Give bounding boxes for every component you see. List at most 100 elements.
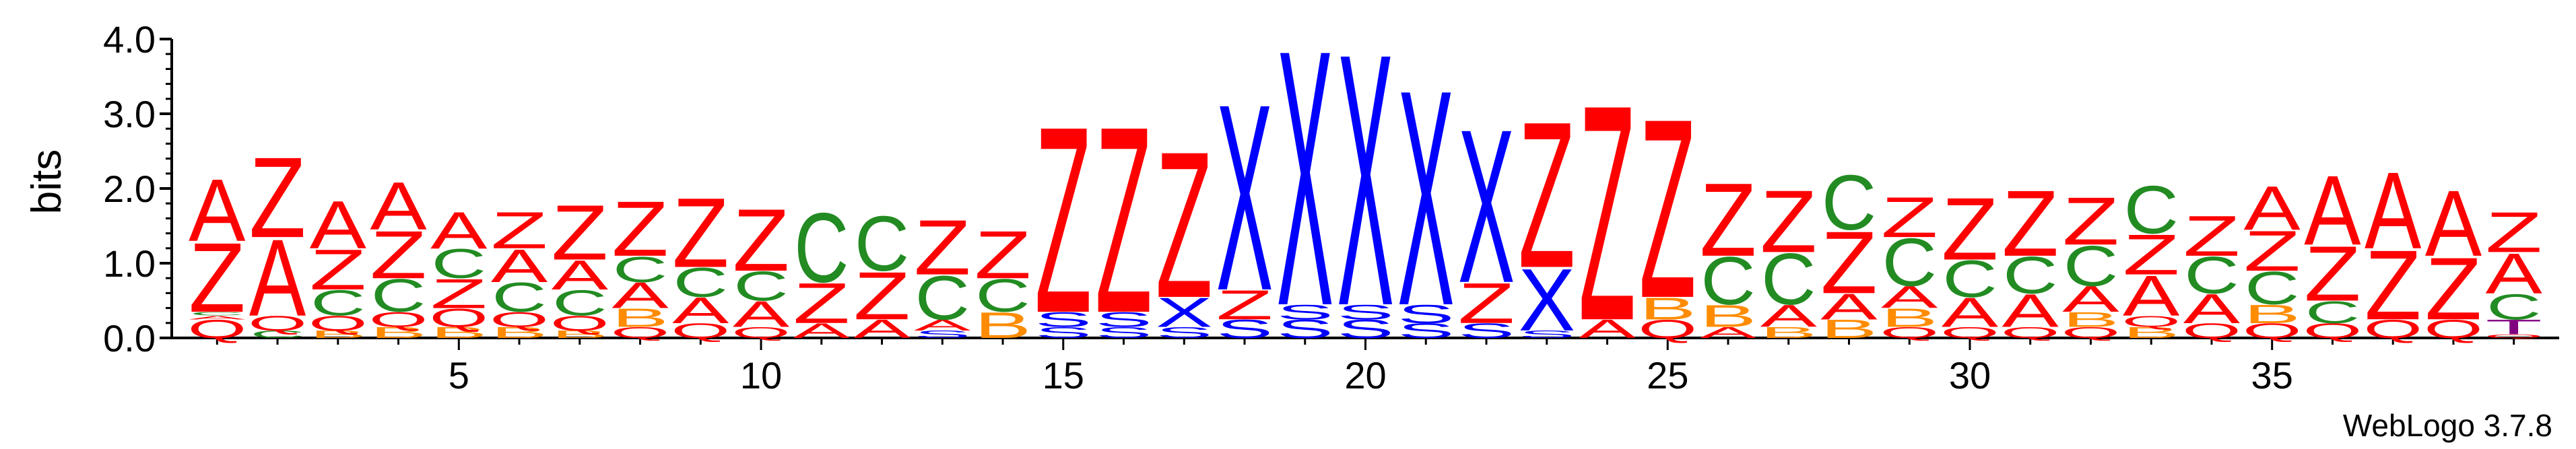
logo-letter-a: A [853,314,911,344]
logo-letter-z: Z [491,201,548,259]
logo-letter-s: S [1458,319,1515,343]
logo-letter-b: B [2123,324,2179,341]
logo-letter-c: C [250,329,304,340]
logo-letter-q: Q [2121,312,2180,330]
weblogo-version-footer: WebLogo 3.7.8 [2343,408,2552,443]
logo-letter-q: Q [611,324,669,341]
logo-letter-a: A [2244,173,2301,243]
logo-letter-s: S [914,329,970,340]
x-tick-label: 20 [1344,354,1386,396]
logo-letter-z: Z [672,178,729,289]
x-tick-label: 30 [1949,354,1991,396]
logo-letter-q: Q [2061,324,2120,341]
logo-letter-q: Q [731,324,790,341]
logo-letter-s: S [1397,300,1454,329]
logo-letter-stacks: QACZACQAZBQCZABQCZABQZCABQCAZBQCAZQBACZQ… [188,0,2544,385]
logo-letter-z: Z [1760,172,1816,271]
logo-letter-b: B [370,324,426,341]
x-tick-label: 25 [1647,354,1688,396]
logo-letter-z: Z [1579,40,1635,385]
logo-letter-a: A [1881,280,1938,315]
logo-letter-z: Z [612,185,668,273]
logo-letter-b: B [310,329,366,340]
logo-letter-z: Z [2365,230,2421,341]
logo-letter-a: A [189,314,246,320]
logo-letter-q: Q [2363,314,2422,343]
logo-letter-q: Q [2303,319,2362,343]
logo-letter-z: Z [249,133,306,261]
logo-letter-b: B [430,324,487,341]
logo-letter-q: Q [2424,314,2482,343]
logo-letter-s: S [1216,314,1273,344]
logo-letter-a: A [1760,299,1818,334]
logo-letter-z: Z [1035,71,1092,368]
logo-letter-c: C [975,269,1030,322]
logo-letter-a: A [430,201,487,259]
logo-letter-b: B [552,329,608,340]
logo-letter-b: B [2244,300,2301,329]
logo-letter-x: X [1458,84,1515,329]
logo-letter-c: C [2063,234,2118,298]
logo-letter-a: A [2365,149,2421,271]
logo-letter-a: A [612,275,668,316]
logo-letter-a: A [552,252,609,298]
logo-letter-s: S [1277,300,1333,324]
logo-letter-c: C [190,311,244,317]
logo-letter-b: B [1820,314,1877,344]
logo-letter-z: Z [793,271,850,335]
logo-letter-c: C [2305,295,2360,330]
logo-letter-c: C [552,283,607,324]
logo-letter-z: Z [1820,213,1877,312]
x-tick-label: 15 [1043,354,1084,396]
logo-letter-a: A [2304,156,2361,266]
logo-letter-q: Q [430,303,488,332]
logo-letter-s: S [1095,324,1152,341]
logo-letter-s: S [1035,324,1092,341]
logo-letter-a: A [491,240,548,292]
logo-letter-z: Z [1095,71,1152,368]
logo-letter-q: Q [2001,324,2059,341]
logo-letter-a: A [2183,285,2241,332]
x-tick-label: 10 [740,354,782,396]
logo-letter-z: Z [2243,219,2300,283]
logo-letter-x: X [1519,251,1575,350]
logo-letter-z: Z [1881,186,1938,250]
logo-letter-c: C [2184,246,2239,304]
logo-letter-z: Z [1519,78,1575,311]
y-tick-label: 3.0 [103,93,156,135]
logo-letter-z: Z [552,189,608,277]
logo-letter-z: Z [1458,271,1515,335]
logo-letter-c: C [613,249,667,290]
logo-letter-a: A [1579,314,1636,344]
logo-letter-c: C [673,260,728,306]
logo-letter-q: Q [308,312,367,335]
logo-letter-z: Z [1216,281,1273,328]
logo-letter-c: C [733,263,788,310]
logo-letter-z: Z [1942,179,1998,278]
logo-letter-c: C [1822,159,1876,246]
logo-letter-b: B [1700,299,1756,334]
y-axis-ticks: 0.0 1.0 2.0 3.0 4.0 [103,18,172,359]
logo-letter-a: A [2002,285,2059,337]
logo-letter-q: Q [188,314,246,343]
logo-letter-c: C [1761,239,1816,320]
logo-letter-x: X [1277,0,1333,382]
logo-letter-c: C [855,200,909,287]
logo-letter-z: Z [189,223,245,333]
logo-letter-s: S [1519,329,1575,340]
logo-letter-z: Z [1156,108,1212,341]
logo-letter-q: Q [2182,319,2241,343]
logo-letter-q: Q [2484,333,2543,339]
logo-letter-a: A [1942,289,1999,336]
logo-letter-c: C [1700,243,1755,319]
logo-letter-c: C [432,241,486,287]
logo-letter-b: B [1881,303,1938,333]
logo-letter-a: A [2486,241,2542,306]
logo-letter-x: X [1156,289,1212,336]
logo-letter-z: Z [2062,183,2119,259]
logo-letter-b: B [491,324,548,341]
x-axis-ticks: 5 10 15 20 25 30 35 [216,338,2515,396]
logo-letter-z: Z [2425,239,2482,338]
logo-letter-b: B [1760,324,1817,341]
